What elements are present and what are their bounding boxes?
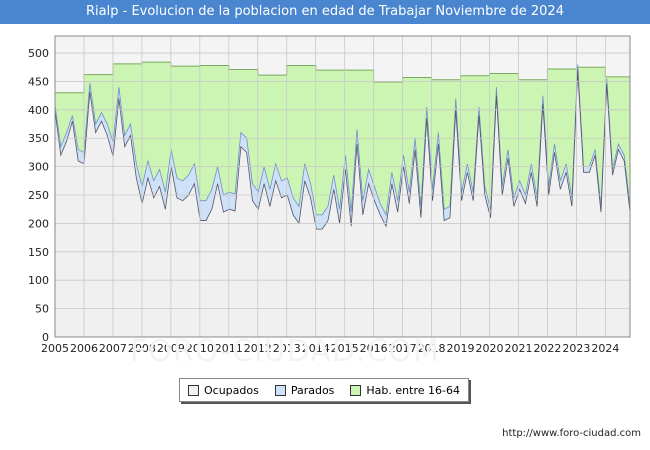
- x-tick-label: 2013: [273, 342, 301, 354]
- legend-parados-label: Parados: [290, 383, 335, 397]
- x-tick-label: 2022: [533, 342, 561, 354]
- x-tick-label: 2005: [41, 342, 69, 354]
- legend-ocupados: Ocupados: [187, 383, 259, 397]
- source-url: http://www.foro-ciudad.com: [502, 428, 641, 439]
- watermark: FORO-CIUDAD.COM: [130, 334, 440, 369]
- y-tick-label: 450: [28, 75, 49, 88]
- x-tick-label: 2021: [504, 342, 532, 354]
- chart-legend: Ocupados Parados Hab. entre 16-64: [179, 378, 469, 402]
- ocupados-area: [55, 70, 630, 337]
- x-tick-label: 2017: [389, 342, 417, 354]
- x-tick-label: 2006: [70, 342, 98, 354]
- y-tick-label: 50: [35, 303, 49, 316]
- chart-title: Rialp - Evolucion de la poblacion en eda…: [0, 0, 650, 24]
- legend-ocupados-swatch: [187, 384, 199, 396]
- legend-hab: Hab. entre 16-64: [350, 384, 460, 397]
- y-tick-label: 250: [28, 189, 49, 202]
- legend-parados-swatch: [274, 384, 286, 396]
- x-tick-label: 2007: [99, 342, 127, 354]
- plot-border: [54, 35, 631, 338]
- x-tick-label: 2008: [128, 342, 156, 354]
- x-tick-label: 2010: [186, 342, 214, 354]
- y-tick-label: 0: [42, 331, 49, 344]
- y-tick-label: 300: [28, 161, 49, 174]
- x-tick-label: 2012: [244, 342, 272, 354]
- x-tick-label: 2023: [562, 342, 590, 354]
- legend-ocupados-label: Ocupados: [203, 383, 259, 397]
- y-tick-label: 100: [28, 274, 49, 287]
- y-tick-label: 400: [28, 104, 49, 117]
- x-tick-label: 2020: [476, 342, 504, 354]
- x-tick-label: 2018: [418, 342, 446, 354]
- y-tick-label: 200: [28, 217, 49, 230]
- parados-line: [54, 64, 631, 217]
- legend-hab-label: Hab. entre 16-64: [366, 383, 460, 397]
- x-tick-label: 2009: [157, 342, 185, 354]
- x-tick-label: 2015: [331, 342, 359, 354]
- x-tick-label: 2024: [591, 342, 619, 354]
- legend-hab-swatch: [350, 384, 362, 396]
- x-tick-label: 2016: [360, 342, 388, 354]
- x-tick-label: 2011: [215, 342, 243, 354]
- ocupados-line: [54, 70, 631, 230]
- y-tick-label: 150: [28, 246, 49, 259]
- x-tick-label: 2014: [302, 342, 330, 354]
- y-tick-label: 350: [28, 132, 49, 145]
- x-tick-label: 2019: [447, 342, 475, 354]
- legend-parados: Parados: [274, 383, 335, 397]
- y-tick-label: 500: [28, 47, 49, 60]
